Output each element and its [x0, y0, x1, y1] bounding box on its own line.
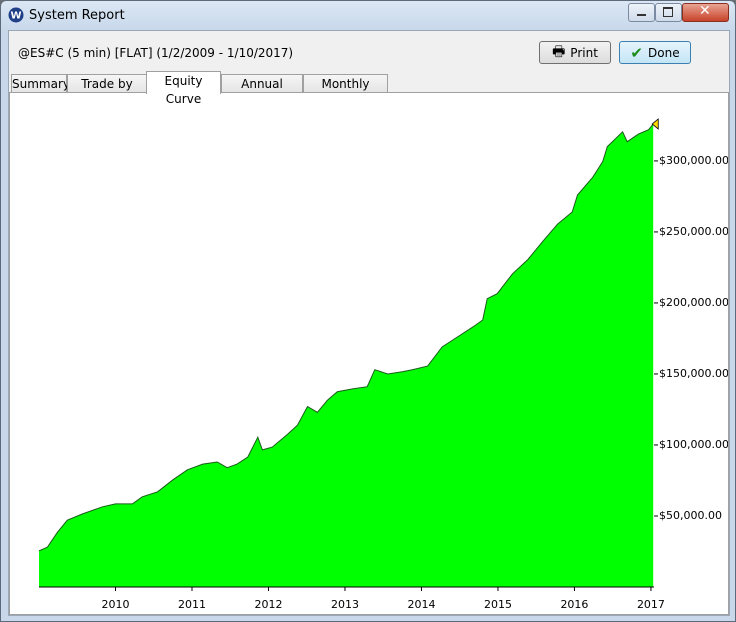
print-label: Print: [570, 45, 598, 60]
print-button[interactable]: 🖶 Print: [539, 41, 611, 64]
tab-selected[interactable]: Equity Curve: [146, 71, 221, 106]
window-title: System Report: [29, 8, 125, 23]
x-tick-label: 2011: [178, 598, 206, 611]
maximize-button[interactable]: [655, 3, 682, 22]
x-tick-label: 2016: [560, 598, 588, 611]
tab[interactable]: Monthly Results: [303, 74, 388, 109]
x-tick-label: 2014: [407, 598, 435, 611]
equity-chart: $50,000.00 $100,000.00 $150,000.00 $200,000…: [38, 118, 729, 611]
x-tick-label: 2013: [331, 598, 359, 611]
done-label: Done: [648, 45, 680, 60]
x-tick-label: 2017: [637, 598, 665, 611]
end-marker: [651, 118, 659, 130]
chart-panel: $50,000.00 $100,000.00 $150,000.00 $200,000…: [9, 92, 729, 615]
y-tick-label: $50,000.00: [659, 509, 722, 522]
close-button[interactable]: ✕: [682, 3, 729, 22]
equity-line: [38, 123, 654, 552]
y-tick-label: $100,000.00: [659, 438, 728, 451]
x-tick-label: 2010: [101, 598, 129, 611]
minimize-button[interactable]: [628, 3, 655, 22]
app-icon: W: [8, 7, 24, 23]
svg-text:W: W: [10, 11, 21, 22]
tab[interactable]: Annual Results: [221, 74, 303, 109]
equity-area: [39, 124, 654, 587]
done-icon: ✔: [630, 43, 643, 62]
x-tick-label: 2015: [484, 598, 512, 611]
print-icon: 🖶: [552, 43, 566, 60]
x-tick-label: 2012: [254, 598, 282, 611]
tab[interactable]: Summary: [11, 74, 70, 93]
y-tick-label: $300,000.00: [659, 154, 728, 167]
y-tick-label: $200,000.00: [659, 296, 728, 309]
tab[interactable]: Trade by trade: [67, 74, 147, 109]
done-button[interactable]: ✔ Done: [619, 41, 691, 64]
y-tick-label: $250,000.00: [659, 225, 728, 238]
window-body: @ES#C (5 min) [FLAT] (1/2/2009 - 1/10/20…: [8, 30, 730, 616]
y-tick-label: $150,000.00: [659, 367, 728, 380]
report-description: @ES#C (5 min) [FLAT] (1/2/2009 - 1/10/20…: [18, 46, 294, 60]
